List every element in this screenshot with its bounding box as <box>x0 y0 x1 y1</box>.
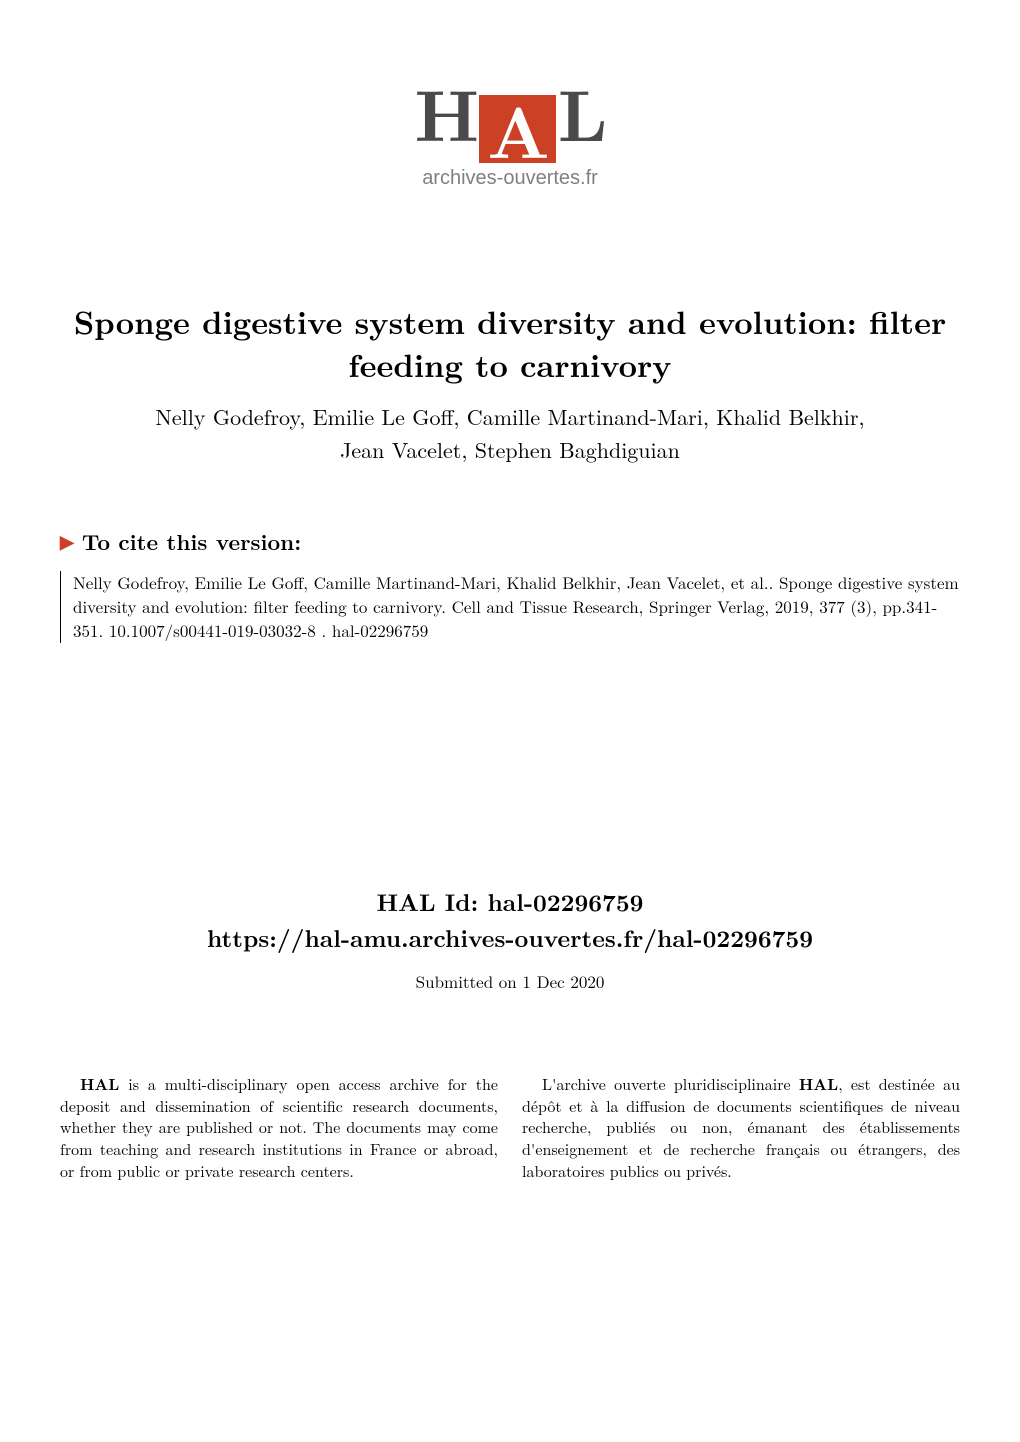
cite-header-text: To cite this version: <box>82 526 301 557</box>
desc-left-body: is a multi-disciplinary open access arch… <box>60 1072 498 1181</box>
hal-bold-left: HAL <box>80 1072 119 1095</box>
description-left-text: HAL is a multi-disciplinary open access … <box>60 1073 498 1181</box>
hal-id-value: hal-02296759 <box>487 885 643 919</box>
description-section: HAL is a multi-disciplinary open access … <box>0 1073 1020 1181</box>
logo-section: H A L archives-ouvertes.fr <box>0 0 1020 190</box>
authors-line-1: Nelly Godefroy, Emilie Le Goff, Camille … <box>155 401 864 432</box>
hal-id-prefix: HAL Id: <box>377 885 488 919</box>
hal-bold-right: HAL <box>799 1072 838 1095</box>
hal-url[interactable]: https://hal-amu.archives-ouvertes.fr/hal… <box>0 921 1020 955</box>
hal-id-line: HAL Id: hal-02296759 <box>0 883 1020 921</box>
description-right-text: L'archive ouverte pluridisciplinaire HAL… <box>522 1073 960 1181</box>
description-right-column: L'archive ouverte pluridisciplinaire HAL… <box>522 1073 960 1181</box>
cite-hal-id[interactable]: hal-02296759 <box>332 618 428 642</box>
logo-subtitle: archives-ouvertes.fr <box>414 167 605 190</box>
hal-id-section: HAL Id: hal-02296759 https://hal-amu.arc… <box>0 883 1020 993</box>
logo-letter-h: H <box>414 60 477 163</box>
hal-logo: H A L archives-ouvertes.fr <box>414 60 605 190</box>
doi-link[interactable]: 10.1007/s00441-019-03032-8 <box>109 618 316 642</box>
title-line-2: feeding to carnivory <box>348 342 671 387</box>
cite-body: Nelly Godefroy, Emilie Le Goff, Camille … <box>60 571 960 642</box>
authors-line-2: Jean Vacelet, Stephen Baghdiguian <box>340 434 680 465</box>
paper-title: Sponge digestive system diversity and ev… <box>60 300 960 386</box>
authors: Nelly Godefroy, Emilie Le Goff, Camille … <box>60 400 960 466</box>
logo-letters: H A L <box>414 60 605 163</box>
title-section: Sponge digestive system diversity and ev… <box>0 300 1020 466</box>
cite-separator: . <box>316 618 332 642</box>
logo-letter-a: A <box>479 95 556 163</box>
triangle-icon: ▶ <box>60 529 74 554</box>
title-line-1: Sponge digestive system diversity and ev… <box>74 299 946 344</box>
cite-section: ▶ To cite this version: Nelly Godefroy, … <box>0 526 1020 642</box>
description-left-column: HAL is a multi-disciplinary open access … <box>60 1073 498 1181</box>
logo-letter-l: L <box>558 60 606 163</box>
cite-header: ▶ To cite this version: <box>60 526 960 557</box>
hal-url-text: https://hal-amu.archives-ouvertes.fr/hal… <box>207 921 813 955</box>
desc-right-prefix: L'archive ouverte pluridisciplinaire <box>542 1072 799 1095</box>
submitted-date: Submitted on 1 Dec 2020 <box>0 969 1020 993</box>
